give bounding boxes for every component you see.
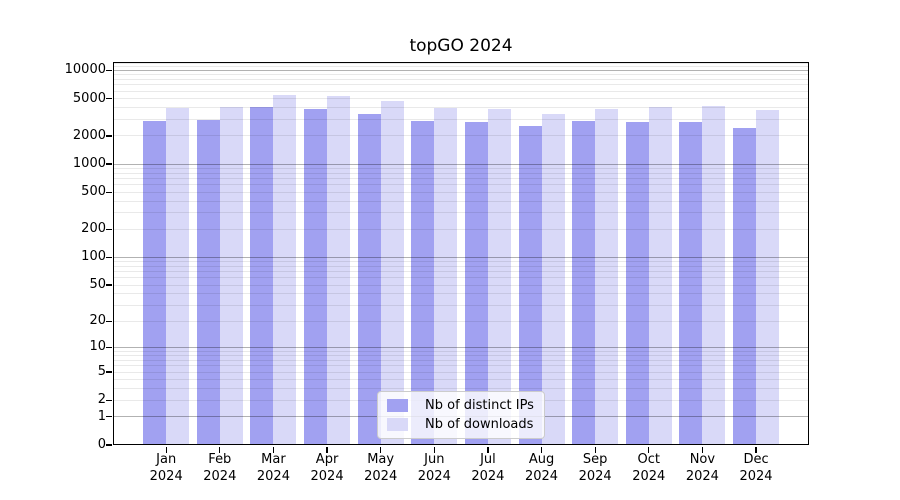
x-tick-mark [540, 446, 543, 453]
y-tick-label: 200 [81, 221, 106, 237]
bar [166, 107, 190, 445]
x-tick-mark [594, 446, 596, 453]
x-tick-label: Apr 2024 [310, 452, 344, 484]
x-tick-label: Dec 2024 [739, 452, 773, 484]
x-tick-mark [755, 446, 757, 453]
x-tick-label: Aug 2024 [524, 452, 559, 484]
bar [273, 95, 297, 445]
y-tick-mark [105, 97, 112, 100]
y-tick-mark [105, 69, 112, 72]
y-tick-label: 2 [97, 392, 106, 408]
y-tick-mark [105, 228, 112, 230]
legend-item: Nb of downloads [387, 417, 534, 432]
bar [733, 127, 757, 445]
y-tick-mark [105, 163, 112, 165]
bar [541, 113, 565, 445]
y-tick-mark [105, 320, 112, 322]
x-tick-mark [219, 446, 221, 453]
x-tick-mark [380, 446, 382, 453]
legend-label-distinct-ips: Nb of distinct IPs [425, 398, 534, 413]
x-tick-label: Nov 2024 [685, 452, 719, 484]
x-tick-label: Mar 2024 [256, 452, 290, 484]
y-tick-mark [105, 256, 112, 258]
x-tick-mark [326, 446, 328, 453]
y-tick-label: 1 [97, 408, 106, 424]
x-tick-mark [433, 446, 435, 453]
x-tick-label: Jul 2024 [471, 452, 505, 484]
bar [380, 100, 404, 445]
y-tick-label: 20 [89, 313, 106, 329]
y-tick-mark [105, 284, 112, 286]
y-tick-label: 5 [97, 364, 106, 380]
bar [250, 106, 274, 445]
y-tick-mark [105, 444, 112, 446]
y-tick-label: 0 [97, 437, 106, 452]
x-tick-label: May 2024 [364, 452, 398, 484]
x-tick-label: Jan 2024 [149, 452, 183, 484]
legend-label-downloads: Nb of downloads [425, 417, 534, 432]
bars-layer [113, 62, 809, 445]
x-tick-mark [165, 446, 167, 453]
bar [595, 108, 619, 445]
x-tick-label: Jun 2024 [417, 452, 451, 484]
legend-swatch-downloads [387, 418, 408, 431]
y-tick-mark [105, 371, 112, 373]
x-tick-mark [487, 446, 489, 453]
y-tick-label: 100 [81, 249, 106, 265]
bar [196, 120, 220, 445]
legend-item: Nb of distinct IPs [387, 398, 534, 413]
bar [702, 105, 726, 445]
bar [572, 121, 596, 445]
x-tick-label: Oct 2024 [632, 452, 666, 484]
legend-swatch-distinct-ips [387, 399, 408, 412]
y-tick-label: 2000 [72, 127, 106, 143]
chart-title: topGO 2024 [409, 36, 513, 56]
y-tick-label: 10 [89, 339, 106, 355]
bar [648, 107, 672, 445]
y-tick-label: 50 [89, 277, 106, 293]
bar [327, 96, 351, 445]
x-tick-mark [648, 446, 650, 453]
bar [625, 122, 649, 445]
y-tick-mark [105, 346, 112, 349]
x-tick-label: Sep 2024 [578, 452, 612, 484]
bar [357, 114, 381, 445]
y-tick-label: 1000 [72, 156, 106, 172]
x-tick-mark [701, 446, 704, 453]
bar [143, 121, 167, 445]
y-tick-label: 10000 [64, 62, 106, 78]
x-tick-label: Feb 2024 [203, 452, 237, 484]
bar [518, 125, 542, 445]
legend: Nb of distinct IPs Nb of downloads [377, 391, 545, 439]
y-tick-label: 500 [81, 184, 106, 200]
y-tick-mark [105, 191, 112, 193]
plot-area: Nb of distinct IPs Nb of downloads [105, 62, 809, 453]
x-tick-mark [272, 446, 275, 453]
bar [434, 107, 458, 445]
bar [304, 108, 328, 445]
bar [219, 107, 243, 445]
bar [756, 110, 780, 445]
y-tick-mark [105, 399, 112, 401]
y-tick-mark [105, 416, 112, 418]
bar [487, 108, 511, 445]
y-tick-mark [105, 135, 112, 137]
bar [464, 122, 488, 445]
y-tick-label: 5000 [72, 90, 106, 106]
bar [411, 121, 435, 445]
bar [679, 122, 703, 445]
